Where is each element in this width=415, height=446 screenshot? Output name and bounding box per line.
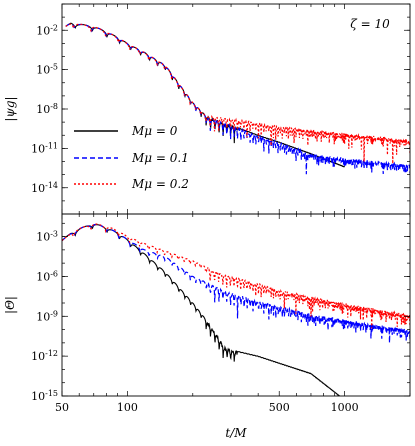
- series-line: [65, 23, 410, 164]
- y-axis-label: |ψg|: [3, 96, 17, 121]
- y-tick-label: 10-12: [31, 349, 58, 364]
- legend-label: Mμ = 0.2: [131, 177, 189, 191]
- legend-label: Mμ = 0.1: [131, 151, 189, 165]
- legend: Mμ = 0 Mμ = 0.1 Mμ = 0.2: [74, 124, 189, 191]
- y-tick-label: 10-3: [36, 229, 58, 244]
- series-line: [65, 22, 410, 175]
- zeta-annotation: ζ = 10: [350, 17, 390, 31]
- y-tick-label: 10-2: [36, 23, 58, 38]
- y-tick-label: 10-11: [31, 141, 58, 156]
- y-axis-label: |Θ|: [3, 296, 17, 314]
- y-tick-label: 10-15: [31, 389, 58, 404]
- series-line: [62, 223, 410, 343]
- x-tick-label: 50: [55, 401, 69, 414]
- x-tick-label: 500: [269, 401, 290, 414]
- y-tick-label: 10-6: [36, 269, 58, 284]
- y-tick-label: 10-9: [36, 309, 58, 324]
- y-tick-label: 10-8: [36, 102, 58, 117]
- x-tick-label: 100: [117, 401, 138, 414]
- plot-frame: [61, 213, 411, 397]
- x-tick-label: 1000: [331, 401, 359, 414]
- series-line: [65, 22, 346, 168]
- x-axis-label: t/M: [225, 426, 247, 440]
- y-tick-label: 10-14: [31, 180, 58, 195]
- series-line: [62, 223, 410, 329]
- y-tick-label: 10-5: [36, 62, 58, 77]
- series-line: [62, 224, 341, 396]
- legend-label: Mμ = 0: [131, 124, 178, 138]
